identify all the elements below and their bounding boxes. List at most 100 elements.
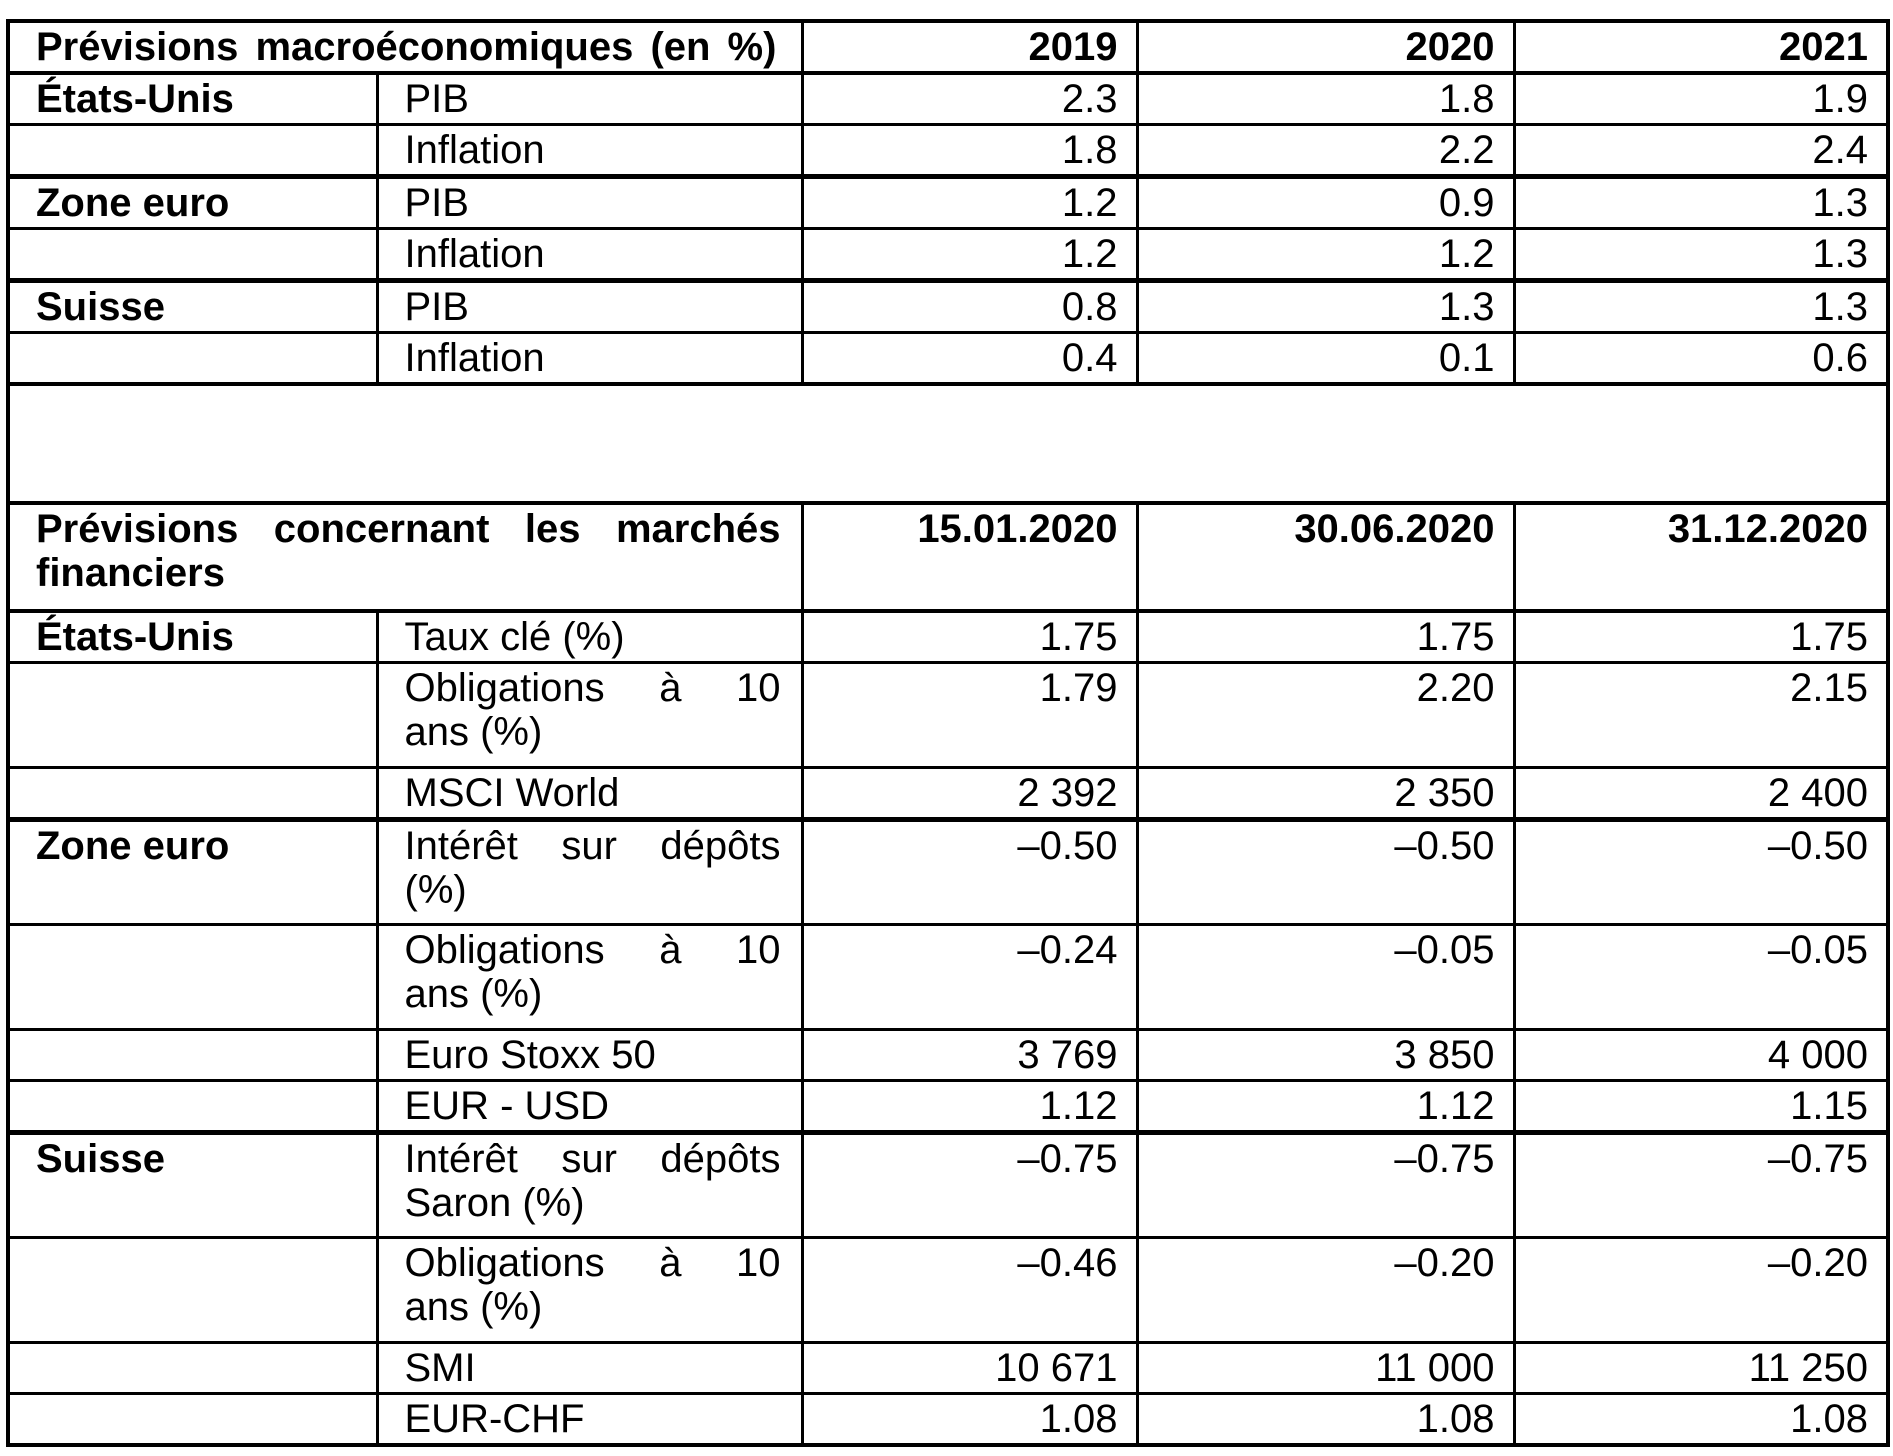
value-cell: 1.3 [1512,174,1890,230]
value-cell: 2 350 [1135,766,1516,821]
metric-label: PIB [375,174,804,230]
table-row: Obligations à 10 ans (%) 1.79 2.20 2.15 [6,661,1890,769]
value-cell: 4 000 [1512,1028,1890,1082]
metric-label: Intérêt sur dépôts Saron (%) [375,1130,804,1239]
region-label [6,1236,379,1344]
metric-label: EUR - USD [375,1079,804,1134]
region-label [6,1341,379,1395]
table-row: Obligations à 10 ans (%) –0.46 –0.20 –0.… [6,1236,1890,1344]
region-label: Suisse [6,278,379,334]
metric-label: Euro Stoxx 50 [375,1028,804,1082]
metric-label: PIB [375,71,804,126]
table-row: EUR - USD 1.12 1.12 1.15 [6,1079,1890,1134]
metric-label: MSCI World [375,766,804,821]
value-cell: 10 671 [800,1341,1139,1395]
value-cell: 2.2 [1135,123,1516,178]
value-cell: 0.8 [800,278,1139,334]
value-cell: 0.4 [800,331,1139,386]
region-label [6,227,379,282]
metric-label: Inflation [375,227,804,282]
metric-label: Inflation [375,331,804,386]
table-row: Suisse Intérêt sur dépôts Saron (%) –0.7… [6,1130,1890,1239]
metric-label: EUR-CHF [375,1392,804,1447]
metric-label: Obligations à 10 ans (%) [375,1236,804,1344]
value-cell: 1.2 [800,174,1139,230]
markets-col-header-2: 30.06.2020 [1135,501,1516,613]
value-cell: 0.9 [1135,174,1516,230]
macro-header-row: Prévisions macroéconomiques (en %) 2019 … [6,19,1890,75]
value-cell: 1.12 [1135,1079,1516,1134]
region-label [6,1079,379,1134]
value-cell: –0.46 [800,1236,1139,1344]
value-cell: 2.15 [1512,661,1890,769]
value-cell: 1.12 [800,1079,1139,1134]
value-cell: –0.75 [800,1130,1139,1239]
macro-col-header-2021: 2021 [1512,19,1890,75]
value-cell: 3 769 [800,1028,1139,1082]
markets-table-title: Prévisions concernant les marchés financ… [6,501,804,613]
metric-label: Taux clé (%) [375,609,804,664]
region-label [6,923,379,1031]
value-cell: 1.79 [800,661,1139,769]
table-row: Inflation 1.8 2.2 2.4 [6,123,1890,178]
value-cell: 0.6 [1512,331,1890,386]
metric-line2: ans (%) [404,972,543,1016]
metric-line1: Intérêt sur dépôts [404,824,781,869]
markets-col-header-3: 31.12.2020 [1512,501,1890,613]
value-cell: 1.15 [1512,1079,1890,1134]
forecast-table: Prévisions macroéconomiques (en %) 2019 … [6,19,1891,1447]
table-row: MSCI World 2 392 2 350 2 400 [6,766,1890,821]
value-cell: 1.08 [1512,1392,1890,1447]
macro-col-header-2019: 2019 [800,19,1139,75]
value-cell: –0.20 [1135,1236,1516,1344]
value-cell: 1.3 [1512,227,1890,282]
value-cell: 1.2 [1135,227,1516,282]
value-cell: 1.08 [800,1392,1139,1447]
value-cell: –0.75 [1135,1130,1516,1239]
value-cell: 1.3 [1512,278,1890,334]
table-row: États-Unis Taux clé (%) 1.75 1.75 1.75 [6,609,1890,664]
value-cell: 2.3 [800,71,1139,126]
table-row: Obligations à 10 ans (%) –0.24 –0.05 –0.… [6,923,1890,1031]
metric-label: Intérêt sur dépôts (%) [375,817,804,926]
value-cell: –0.50 [800,817,1139,926]
metric-line1: Intérêt sur dépôts [404,1137,781,1182]
region-label [6,661,379,769]
value-cell: –0.20 [1512,1236,1890,1344]
value-cell: 1.75 [800,609,1139,664]
table-row: SMI 10 671 11 000 11 250 [6,1341,1890,1395]
value-cell: 2.4 [1512,123,1890,178]
value-cell: 3 850 [1135,1028,1516,1082]
value-cell: –0.75 [1512,1130,1890,1239]
metric-label: PIB [375,278,804,334]
value-cell: 2 400 [1512,766,1890,821]
markets-title-line2: financiers [36,551,225,595]
table-row: Zone euro PIB 1.2 0.9 1.3 [6,174,1890,230]
region-label: États-Unis [6,71,379,126]
table-gap [8,382,1889,505]
metric-line2: (%) [404,868,467,912]
metric-label: SMI [375,1341,804,1395]
macro-col-header-2020: 2020 [1135,19,1516,75]
value-cell: 2.20 [1135,661,1516,769]
table-row: États-Unis PIB 2.3 1.8 1.9 [6,71,1890,126]
table-row: Euro Stoxx 50 3 769 3 850 4 000 [6,1028,1890,1082]
spacer-row [8,382,1889,505]
metric-line1: Obligations à 10 [404,666,781,710]
macro-table-title: Prévisions macroéconomiques (en %) [6,19,804,75]
value-cell: 2 392 [800,766,1139,821]
region-label: États-Unis [6,609,379,664]
value-cell: –0.05 [1512,923,1890,1031]
region-label [6,766,379,821]
value-cell: 1.75 [1135,609,1516,664]
metric-label: Obligations à 10 ans (%) [375,661,804,769]
region-label [6,123,379,178]
value-cell: –0.50 [1512,817,1890,926]
value-cell: 1.2 [800,227,1139,282]
value-cell: –0.50 [1135,817,1516,926]
value-cell: –0.24 [800,923,1139,1031]
metric-line2: ans (%) [404,710,543,754]
value-cell: 0.1 [1135,331,1516,386]
value-cell: 11 000 [1135,1341,1516,1395]
region-label: Zone euro [6,174,379,230]
